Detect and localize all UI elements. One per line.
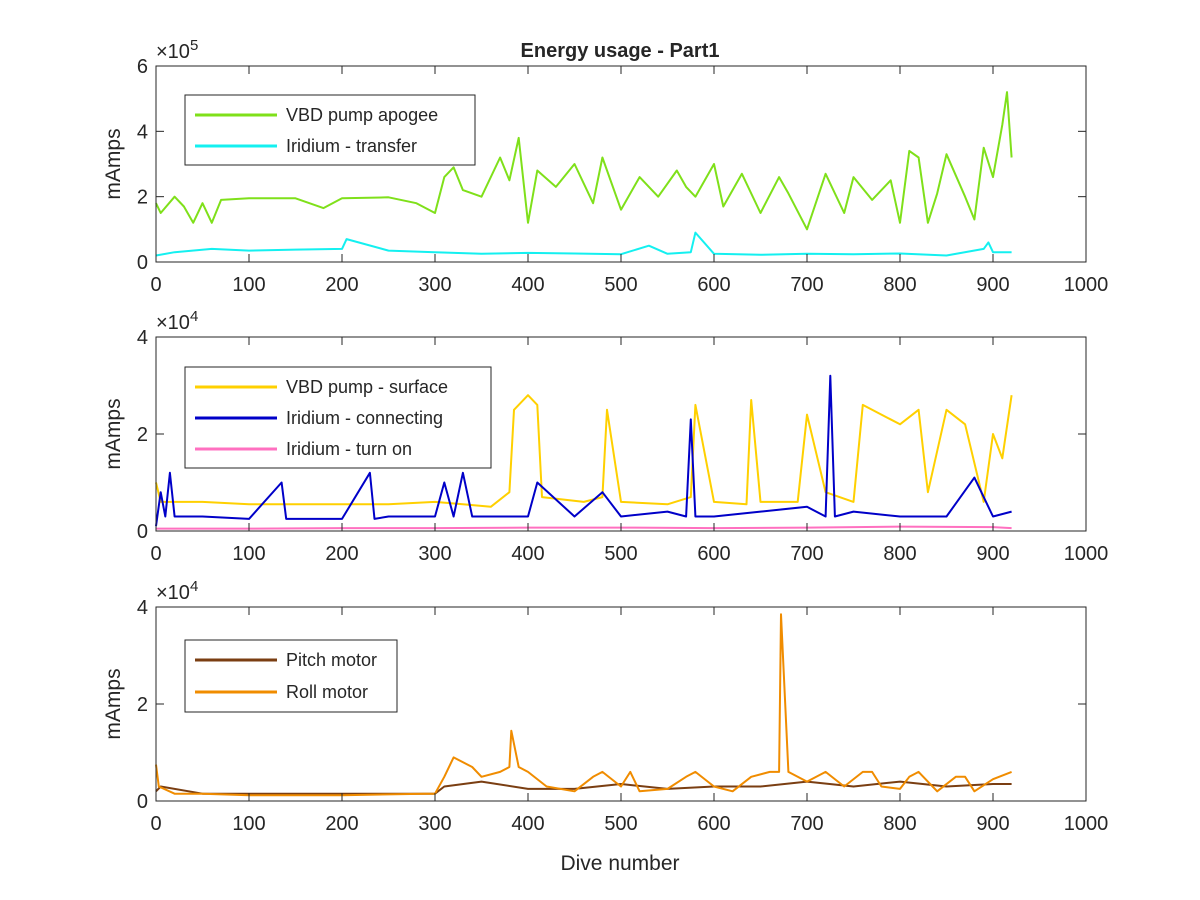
- exponent-base: ×10: [156, 312, 190, 334]
- legend-entry-label: Roll motor: [286, 682, 368, 702]
- legend-entry-label: Iridium - turn on: [286, 439, 412, 459]
- panel-1: 0 100 200 300 400 500 600 700 800 900 1000 0 2 4 6 ×105…: [102, 37, 1108, 296]
- x-tick-label: 0: [150, 274, 161, 296]
- x-tick-label: 800: [883, 274, 916, 296]
- x-tick-label: 400: [511, 274, 544, 296]
- x-tick-label: 600: [697, 543, 730, 565]
- y-tick-label: 4: [137, 327, 148, 349]
- y-axis-label: mAmps: [102, 398, 125, 469]
- y-tick-label: 2: [137, 424, 148, 446]
- x-tick-label: 300: [418, 543, 451, 565]
- exponent-power: 4: [190, 308, 198, 325]
- x-tick-label: 1000: [1064, 274, 1109, 296]
- panel-2: 0 100 200 300 400 500 600 700 800 900 1000024×104m…: [102, 308, 1108, 565]
- x-tick-label: 500: [604, 543, 637, 565]
- exponent-base: ×10: [156, 41, 190, 63]
- x-tick-label: 500: [604, 813, 637, 835]
- x-tick-label: 1000: [1064, 543, 1109, 565]
- y-tick-label: 6: [137, 56, 148, 78]
- x-tick-label: 600: [697, 813, 730, 835]
- x-tick-label: 300: [418, 813, 451, 835]
- legend-entry-label: Pitch motor: [286, 650, 377, 670]
- exponent-power: 4: [190, 578, 198, 595]
- x-tick-label: 700: [790, 274, 823, 296]
- series-line-3-1: [155, 780, 1012, 795]
- series-line-1-1: [155, 91, 1013, 231]
- x-tick-label: 200: [325, 543, 358, 565]
- x-tick-label: 400: [511, 543, 544, 565]
- y-tick-label: 0: [137, 521, 148, 543]
- x-tick-label: 100: [232, 274, 265, 296]
- y-tick-label: 2: [137, 694, 148, 716]
- x-tick-label: 200: [325, 813, 358, 835]
- x-tick-label: 200: [325, 274, 358, 296]
- y-exponent-label: ×104: [156, 578, 198, 604]
- y-exponent-label: ×105: [156, 37, 198, 63]
- y-tick-label: 0: [137, 791, 148, 813]
- legend-box: [184, 639, 398, 713]
- exponent-base: ×10: [156, 582, 190, 604]
- x-tick-label: 400: [511, 813, 544, 835]
- legend-entry-label: VBD pump apogee: [286, 105, 438, 125]
- x-tick-label: 0: [150, 813, 161, 835]
- series-line-2-1: [155, 394, 1013, 508]
- y-axis-label: mAmps: [102, 128, 125, 199]
- panel-3: 0 100 200 300 400 500 600 700 800 900 1000024×104m…: [102, 578, 1108, 835]
- x-tick-label: 500: [604, 274, 637, 296]
- series-line-2-3: [156, 525, 1012, 530]
- legend-entry-label: VBD pump - surface: [286, 377, 448, 397]
- x-tick-label: 800: [883, 813, 916, 835]
- y-tick-label: 2: [137, 187, 148, 209]
- x-tick-label: 600: [697, 274, 730, 296]
- series-line-2-2: [155, 374, 1012, 527]
- x-tick-label: 900: [976, 813, 1009, 835]
- x-tick-label: 300: [418, 274, 451, 296]
- x-tick-label: 1000: [1064, 813, 1109, 835]
- y-exponent-label: ×104: [156, 308, 198, 334]
- y-tick-label: 4: [137, 121, 148, 143]
- legend-box: [184, 94, 476, 166]
- series-line-1-2: [155, 231, 1012, 257]
- x-tick-label: 700: [790, 543, 823, 565]
- y-tick-label: 4: [137, 597, 148, 619]
- y-axis-label: mAmps: [102, 668, 125, 739]
- x-tick-label: 900: [976, 274, 1009, 296]
- x-tick-label: 800: [883, 543, 916, 565]
- x-tick-label: 100: [232, 543, 265, 565]
- x-axis-label: Dive number: [560, 852, 679, 875]
- series-line-3-2: [155, 613, 1012, 797]
- figure-title: Energy usage - Part1: [521, 40, 720, 62]
- x-tick-label: 700: [790, 813, 823, 835]
- exponent-power: 5: [190, 37, 198, 54]
- x-tick-label: 900: [976, 543, 1009, 565]
- x-tick-label: 100: [232, 813, 265, 835]
- legend-entry-label: Iridium - connecting: [286, 408, 443, 428]
- legend-entry-label: Iridium - transfer: [286, 136, 417, 156]
- x-tick-label: 0: [150, 543, 161, 565]
- y-tick-label: 0: [137, 252, 148, 274]
